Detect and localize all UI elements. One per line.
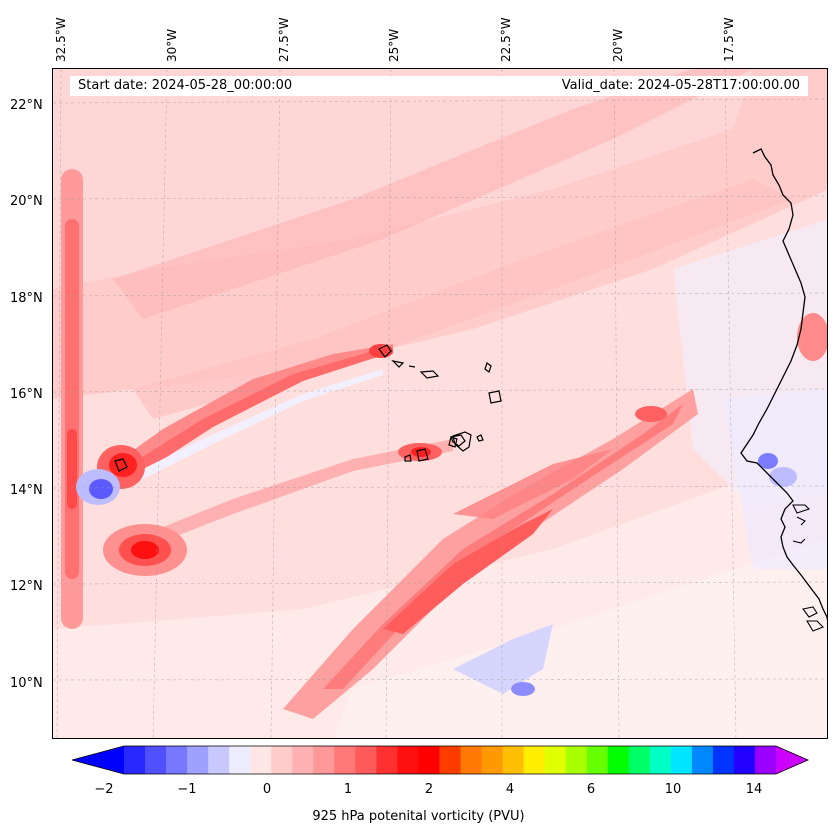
lon-label-22.5W: 22.5°W [499, 17, 513, 62]
colorbar-tick: 1 [343, 782, 353, 797]
colorbar [72, 745, 809, 775]
colorbar-tick: 6 [586, 782, 596, 797]
colorbar-segment [418, 746, 440, 774]
colorbar-segment [166, 746, 188, 774]
lat-label-18N: 18°N [10, 291, 43, 306]
lon-label-32.5W: 32.5°W [54, 17, 68, 62]
colorbar-segment [712, 746, 735, 774]
colorbar-segment [397, 746, 419, 774]
colorbar-segment [355, 746, 377, 774]
lat-label-10N: 10°N [10, 676, 43, 691]
colorbar-segment [376, 746, 398, 774]
colorbar-segment [565, 746, 588, 774]
colorbar-segment [523, 746, 546, 774]
lon-label-20W: 20°W [611, 28, 625, 62]
lat-label-12N: 12°N [10, 579, 43, 594]
colorbar-segment [145, 746, 167, 774]
colorbar-segment [649, 746, 672, 774]
colorbar-segment [481, 746, 504, 774]
colorbar-tick: −2 [94, 782, 114, 797]
lon-label-30W: 30°W [165, 28, 179, 62]
colorbar-segment [229, 746, 251, 774]
header-banner: Start date: 2024-05-28_00:00:00 Valid_da… [70, 76, 808, 96]
colorbar-segment [586, 746, 609, 774]
colorbar-tick: 2 [424, 782, 434, 797]
coastline [740, 148, 827, 621]
start-date-text: Start date: 2024-05-28_00:00:00 [78, 78, 293, 93]
colorbar-tick: −1 [177, 782, 197, 797]
lat-label-14N: 14°N [10, 483, 43, 498]
lat-label-16N: 16°N [10, 387, 43, 402]
colorbar-segment [334, 746, 356, 774]
colorbar-segment [733, 746, 756, 774]
colorbar-segment [292, 746, 314, 774]
colorbar-segment [439, 746, 462, 774]
pv-map-panel [52, 68, 828, 739]
lon-label-17.5W: 17.5°W [722, 17, 736, 62]
valid-date-text: Valid_date: 2024-05-28T17:00:00.00 [561, 78, 800, 93]
lon-label-27.5W: 27.5°W [277, 17, 291, 62]
colorbar-segment [754, 746, 777, 774]
colorbar-segment [313, 746, 335, 774]
colorbar-segment [628, 746, 651, 774]
colorbar-segment [544, 746, 567, 774]
colorbar-segment [271, 746, 293, 774]
colorbar-tick: 14 [745, 782, 763, 797]
lat-label-20N: 20°N [10, 194, 43, 209]
lon-label-25W: 25°W [387, 28, 401, 62]
colorbar-extend-max [776, 746, 808, 774]
colorbar-segment [607, 746, 630, 774]
colorbar-segment [502, 746, 525, 774]
colorbar-extend-min [72, 746, 124, 774]
colorbar-segment [208, 746, 230, 774]
lat-label-22N: 22°N [10, 98, 43, 113]
colorbar-tick: 10 [664, 782, 682, 797]
colorbar-segment [250, 746, 272, 774]
colorbar-segment [670, 746, 693, 774]
colorbar-segment [187, 746, 209, 774]
colorbar-label: 925 hPa potenital vorticity (PVU) [312, 809, 525, 824]
pv-contour-field [53, 69, 827, 738]
colorbar-tick: 4 [505, 782, 515, 797]
colorbar-segment [124, 746, 146, 774]
colorbar-segment [691, 746, 714, 774]
colorbar-tick: 0 [262, 782, 272, 797]
colorbar-segment [460, 746, 483, 774]
colorbar-outline [72, 745, 809, 775]
